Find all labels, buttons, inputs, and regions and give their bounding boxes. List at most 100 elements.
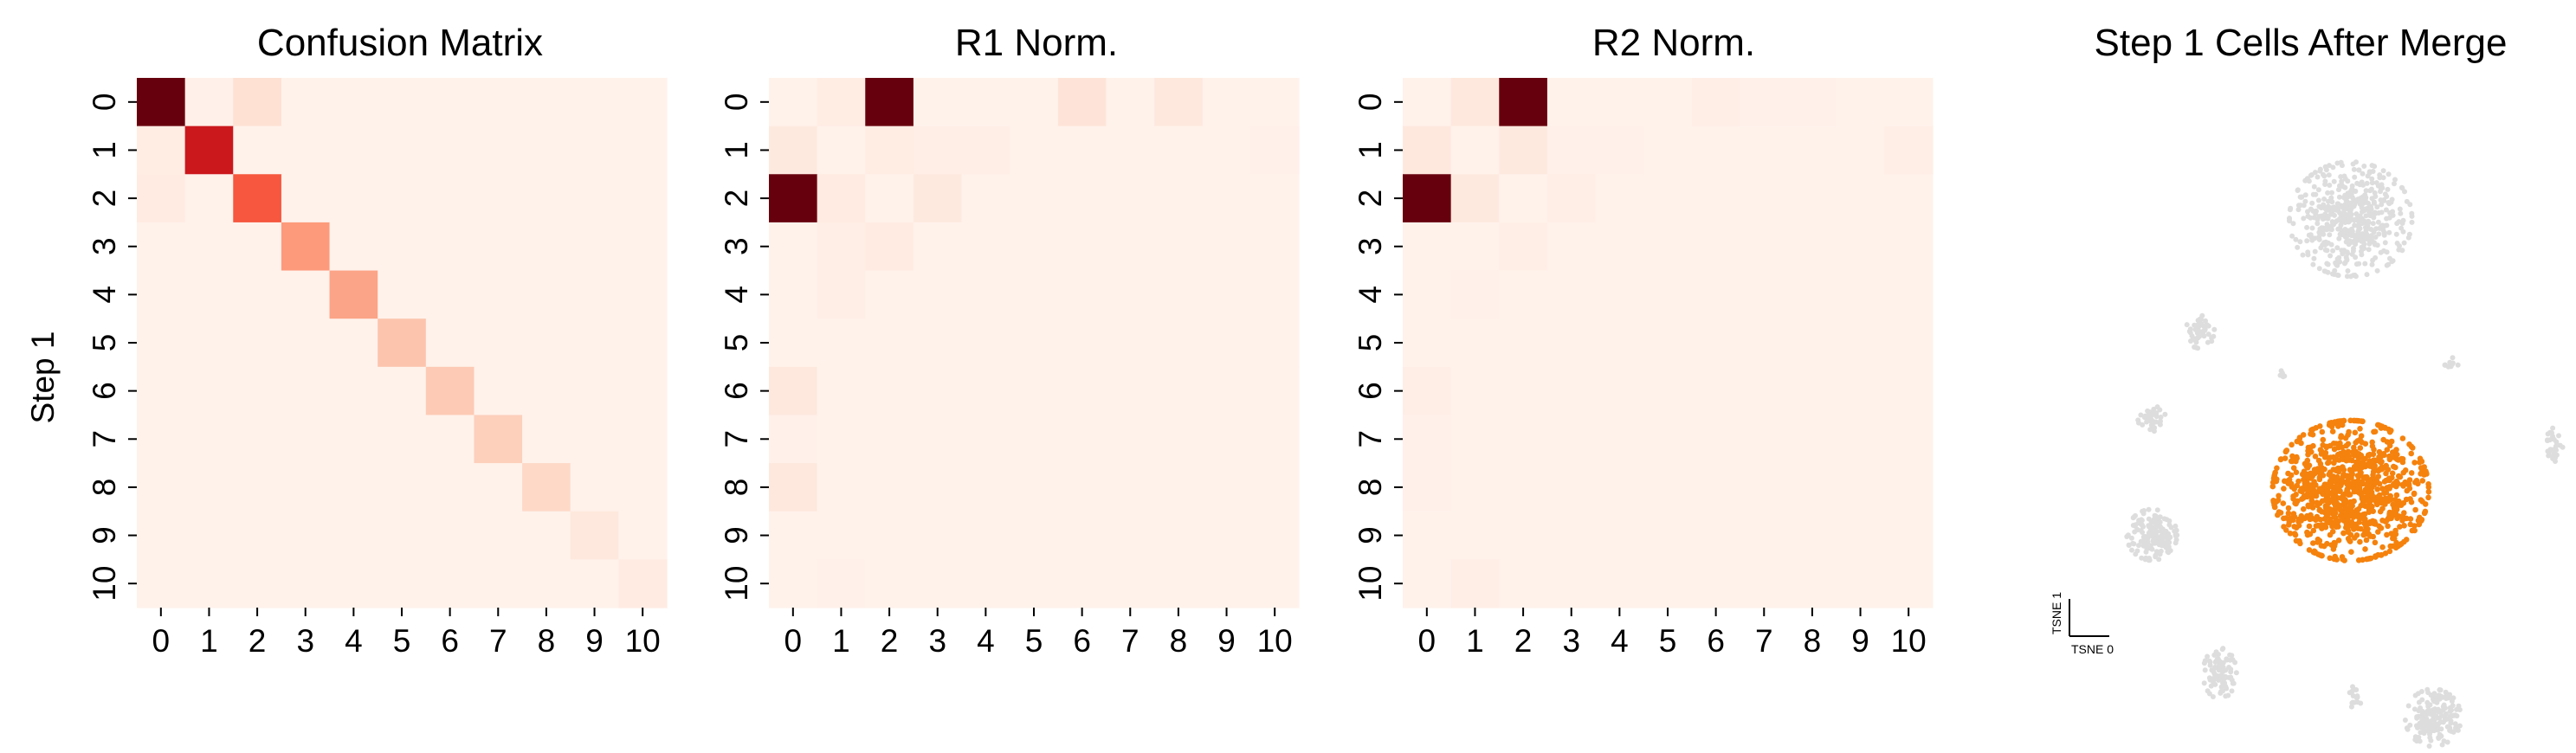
y-tick-label: 3 [1353, 237, 1388, 255]
scatter-point-background [2205, 331, 2211, 338]
scatter-point-background [2228, 669, 2234, 675]
heatmap-cell [233, 222, 282, 272]
scatter-point-highlight [2348, 472, 2355, 478]
scatter-point-background [2369, 176, 2375, 182]
scatter-point-background [2300, 252, 2306, 258]
heatmap-cell [1250, 463, 1300, 512]
heatmap-cell [817, 559, 866, 608]
heatmap-cell [1403, 78, 1452, 127]
scatter-point-background [2153, 552, 2159, 558]
heatmap-cell [137, 366, 186, 416]
scatter-point-background [2325, 214, 2330, 220]
heatmap-cell [1057, 511, 1107, 560]
scatter-point-background [2451, 712, 2457, 718]
scatter-point-highlight [2370, 468, 2377, 475]
heatmap-cell [1202, 222, 1251, 272]
panel-tsne-scatter: Step 1 Cells After Merge TSNE 0 TSNE 1 [2050, 22, 2566, 749]
y-tick-label: 6 [719, 382, 754, 400]
scatter-point-highlight [2377, 466, 2383, 473]
heatmap-cell [233, 126, 282, 175]
scatter-point-background [2220, 669, 2225, 675]
scatter-point-background [2195, 345, 2201, 351]
scatter-point-background [2205, 653, 2211, 660]
heatmap-cell [184, 270, 234, 319]
scatter-point-highlight [2389, 470, 2396, 477]
scatter-point-background [2326, 223, 2332, 229]
scatter-point-background [2172, 528, 2178, 534]
scatter-point-background [2415, 736, 2421, 742]
scatter-point-highlight [2337, 440, 2343, 447]
scatter-point-background [2212, 664, 2218, 670]
heatmap-cell [1106, 366, 1155, 416]
scatter-point-highlight [2298, 440, 2304, 447]
scatter-point-highlight [2300, 432, 2307, 438]
scatter-point-background [2376, 231, 2382, 237]
scatter-point-background [2390, 209, 2396, 215]
scatter-point-background [2295, 187, 2301, 193]
heatmap-cell [425, 366, 475, 416]
scatter-point-background [2157, 422, 2163, 428]
scatter-point-highlight [2360, 455, 2366, 462]
scatter-point-background [2327, 183, 2333, 188]
scatter-point-background [2366, 247, 2372, 253]
heatmap-cell [1450, 270, 1500, 319]
heatmap-cell [913, 415, 963, 464]
scatter-point-highlight [2339, 465, 2345, 471]
panel-title-step1-cells-after-merge: Step 1 Cells After Merge [2095, 22, 2508, 64]
y-tick-label: 0 [87, 93, 122, 112]
heatmap-cell [1884, 126, 1934, 175]
scatter-point-highlight [2412, 506, 2418, 513]
scatter-point-background [2227, 652, 2233, 658]
scatter-point-background [2345, 268, 2351, 274]
scatter-point-highlight [2388, 531, 2394, 537]
scatter-point-highlight [2319, 428, 2326, 435]
scatter-point-highlight [2379, 544, 2386, 550]
heatmap-cell [329, 222, 378, 272]
scatter-point-background [2369, 239, 2374, 245]
heatmap-cell [1546, 78, 1597, 127]
scatter-point-background [2560, 444, 2566, 450]
heatmap-cell [1154, 270, 1204, 319]
scatter-point-background [2393, 231, 2399, 237]
heatmap-cell [378, 78, 427, 127]
scatter-point-background [2218, 684, 2224, 690]
heatmap-cell [522, 222, 571, 272]
scatter-point-background [2364, 272, 2370, 278]
scatter-point-background [2407, 202, 2413, 208]
heatmap-cell [1595, 174, 1644, 223]
scatter-point-highlight [2354, 473, 2361, 479]
heatmap-cell [913, 319, 963, 368]
heatmap-cell [1643, 511, 1693, 560]
scatter-point-highlight [2394, 515, 2400, 522]
scatter-point-background [2383, 207, 2389, 213]
y-tick-label: 4 [87, 286, 122, 304]
heatmap-cell [1691, 174, 1741, 223]
heatmap-cell [1403, 511, 1452, 560]
x-tick-label: 1 [1466, 623, 1484, 659]
heatmap-cell [817, 222, 866, 272]
heatmap-cell [769, 270, 818, 319]
scatter-point-highlight [2392, 527, 2398, 534]
scatter-point-background [2224, 656, 2230, 662]
heatmap-cell [329, 270, 378, 319]
scatter-point-highlight [2304, 473, 2311, 480]
heatmap-cell [281, 270, 331, 319]
heatmap-cell [1691, 126, 1741, 175]
heatmap-cell [817, 270, 866, 319]
scatter-point-background [2547, 447, 2553, 453]
scatter-point-background [2402, 718, 2408, 723]
scatter-point-highlight [2349, 449, 2356, 455]
scatter-point-background [2437, 687, 2443, 692]
heatmap-cell [1836, 270, 1885, 319]
scatter-point-highlight [2352, 429, 2359, 436]
heatmap-cell [1884, 366, 1934, 416]
heatmap-cell [1740, 174, 1789, 223]
heatmap-cell [1154, 559, 1204, 608]
scatter-point-highlight [2372, 428, 2379, 435]
scatter-point-background [2207, 660, 2213, 665]
heatmap-cell [474, 463, 523, 512]
heatmap-cell [1057, 559, 1107, 608]
scatter-point-highlight [2332, 519, 2338, 526]
scatter-point-background [2147, 427, 2153, 433]
